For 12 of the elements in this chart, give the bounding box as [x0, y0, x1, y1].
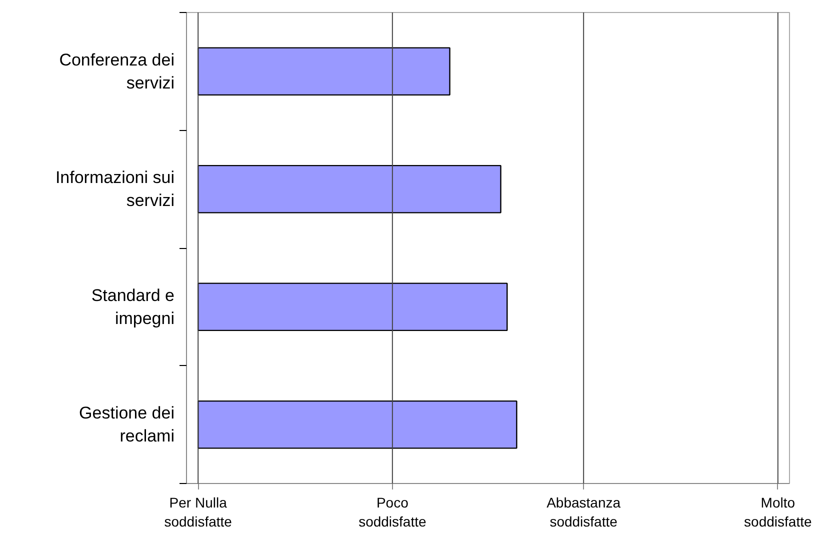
bar [197, 164, 502, 214]
bar [197, 282, 508, 332]
bar [197, 400, 518, 449]
bar [197, 47, 450, 96]
ref-line-label: Molto soddisfatte [744, 494, 812, 530]
y-tick-label: Gestione dei reclami [79, 404, 175, 446]
ref-line-label: Per Nulla soddisfatte [164, 494, 232, 530]
ref-line-label: Poco soddisfatte [358, 494, 426, 530]
y-tick-label: Conferenza dei servizi [59, 50, 175, 92]
y-tick-label: Standard e impegni [91, 286, 175, 328]
ref-line-label: Abbastanza soddisfatte [546, 494, 621, 530]
y-tick-label: Informazioni sui servizi [55, 168, 175, 210]
